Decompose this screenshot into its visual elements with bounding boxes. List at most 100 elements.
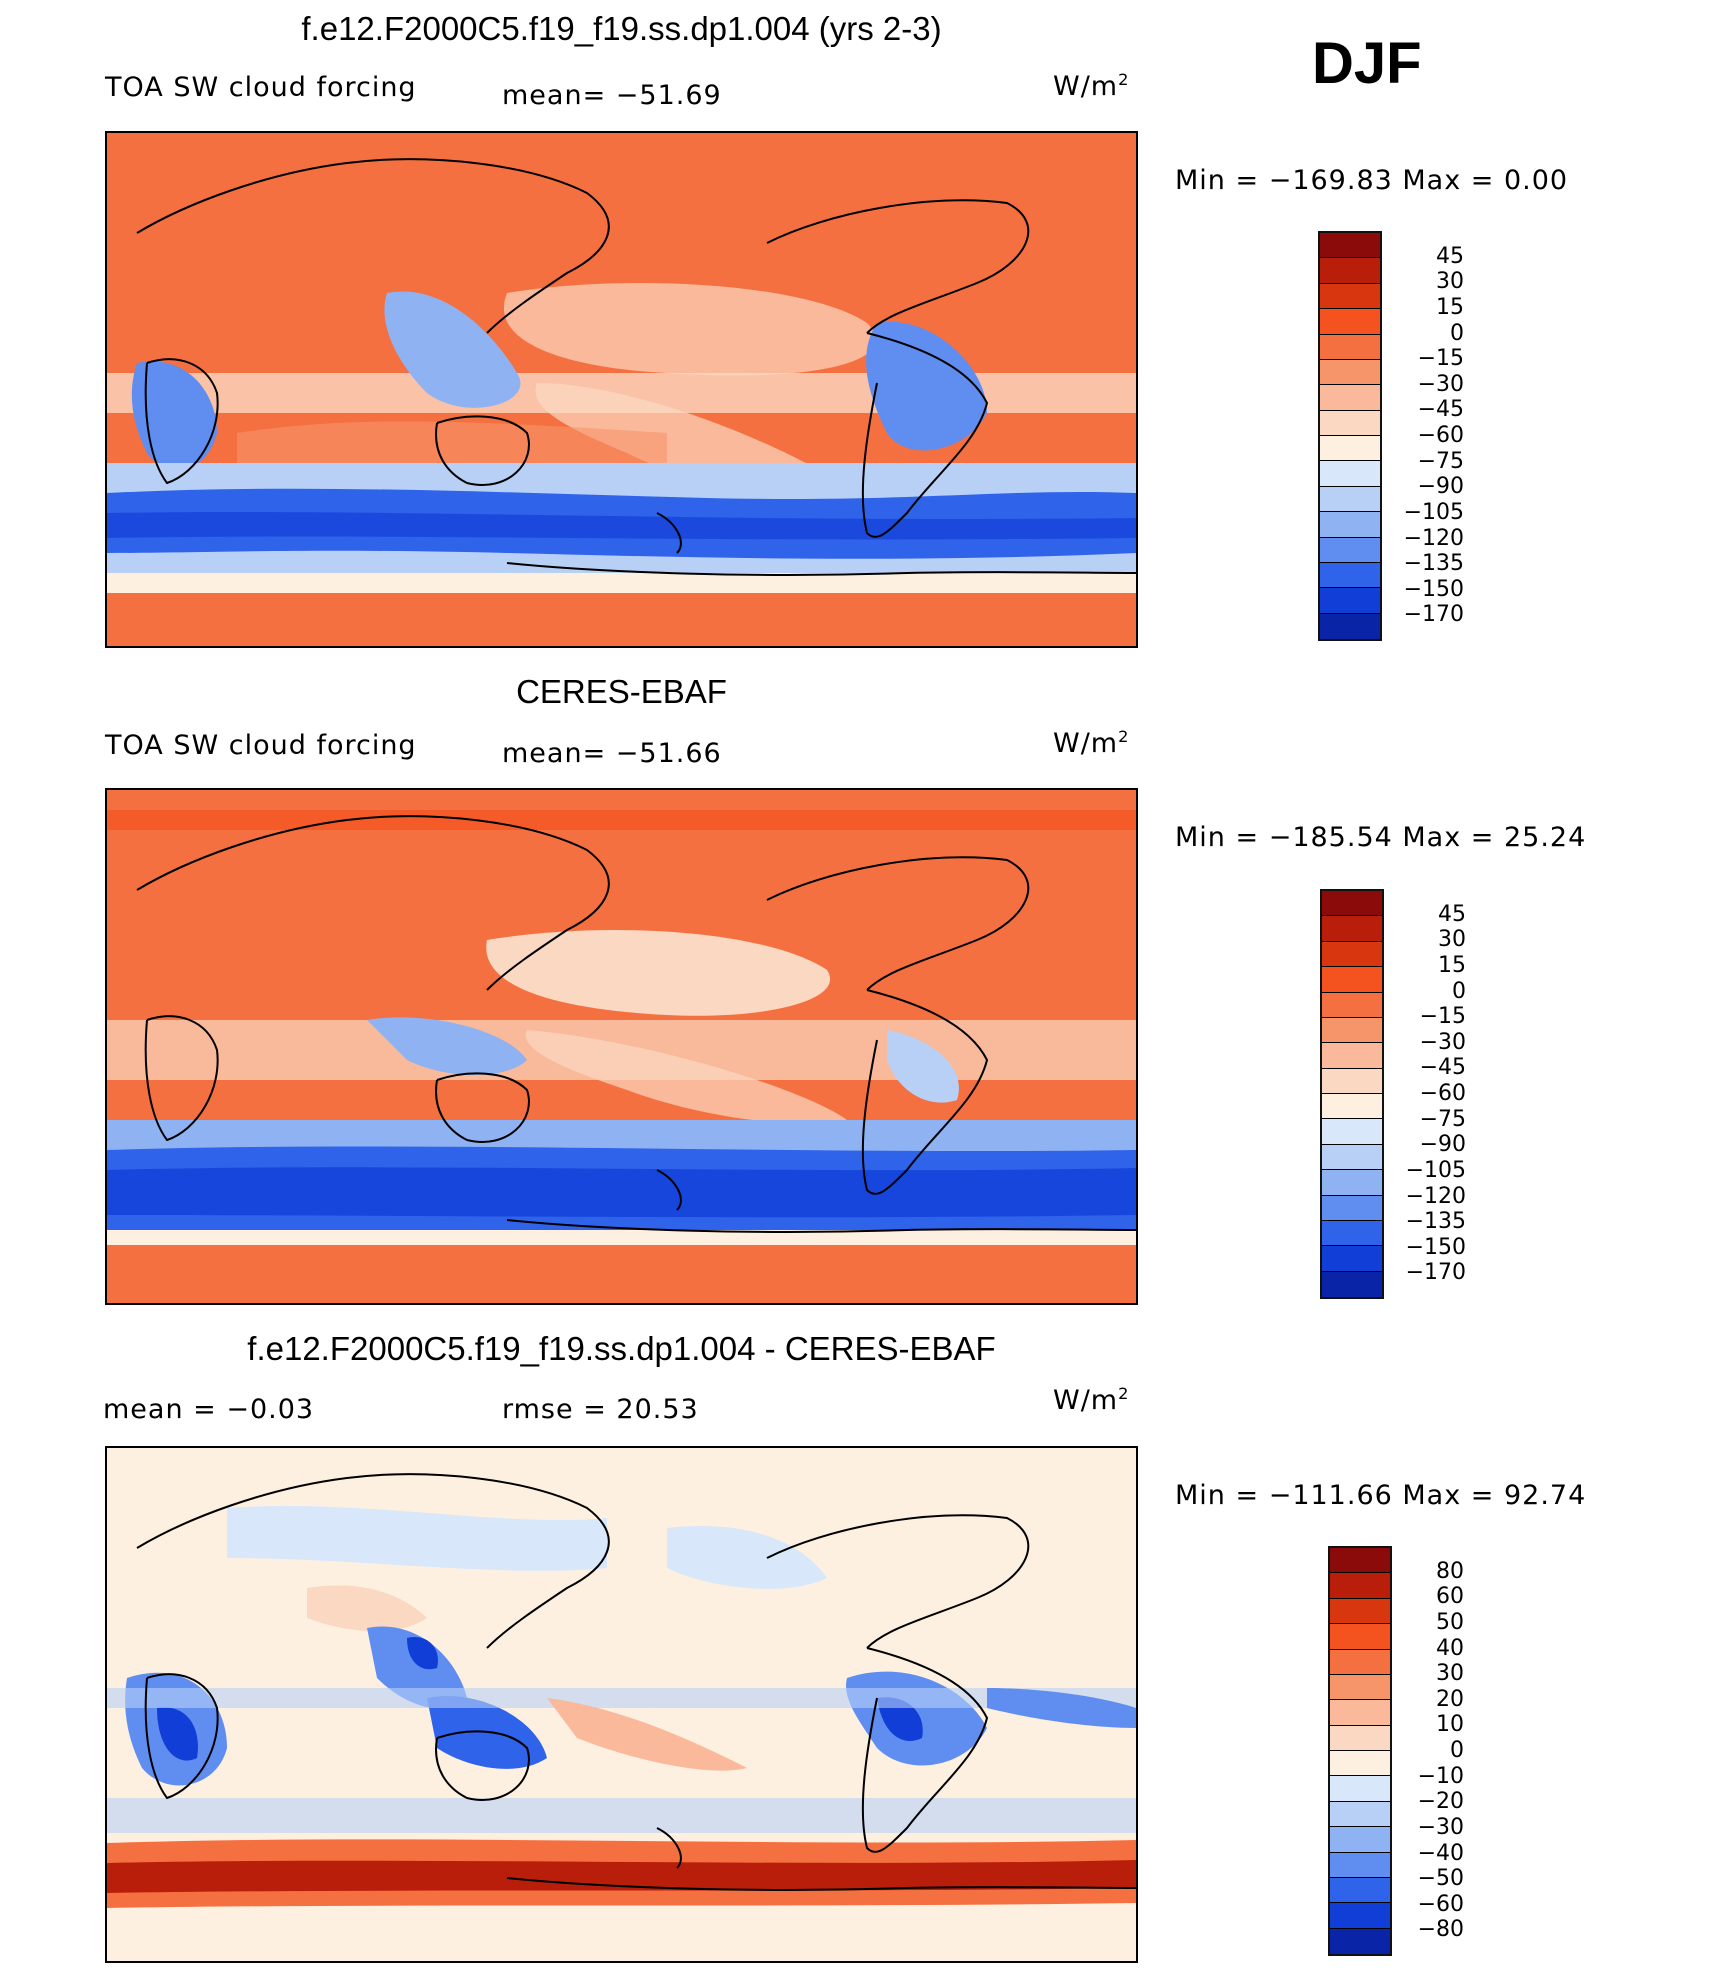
colorbar-label: 30 bbox=[1436, 1661, 1464, 1687]
panel2-mean: mean= −51.66 bbox=[502, 738, 722, 769]
colorbar-swatch bbox=[1320, 512, 1380, 538]
colorbar-label: −60 bbox=[1417, 423, 1464, 448]
colorbar-swatch bbox=[1320, 461, 1380, 487]
colorbar-label: 15 bbox=[1436, 294, 1464, 320]
colorbar-label: 80 bbox=[1436, 1558, 1464, 1584]
colorbar-label: −150 bbox=[1403, 576, 1464, 602]
colorbar-label: −75 bbox=[1419, 1106, 1466, 1132]
colorbar-swatch bbox=[1330, 1725, 1390, 1751]
colorbar-swatch bbox=[1320, 410, 1380, 436]
colorbar-swatch bbox=[1330, 1928, 1390, 1954]
colorbar-label: 60 bbox=[1436, 1584, 1464, 1610]
colorbar-label: −150 bbox=[1405, 1234, 1466, 1260]
panel1-title: f.e12.F2000C5.f19_f19.ss.dp1.004 (yrs 2-… bbox=[301, 10, 942, 47]
panel2-map bbox=[105, 788, 1138, 1305]
colorbar-swatch bbox=[1330, 1598, 1390, 1625]
colorbar-swatch bbox=[1330, 1877, 1390, 1904]
panel2-units: W/m2 bbox=[1053, 727, 1130, 759]
colorbar-label: 30 bbox=[1438, 927, 1466, 953]
colorbar-swatch bbox=[1322, 992, 1382, 1018]
colorbar-swatch bbox=[1322, 1170, 1382, 1196]
panel1-map bbox=[105, 131, 1138, 648]
colorbar-label: −170 bbox=[1405, 1260, 1466, 1286]
colorbar-swatch bbox=[1322, 941, 1382, 968]
colorbar-swatch bbox=[1320, 562, 1380, 589]
colorbar-label: −80 bbox=[1417, 1917, 1464, 1943]
colorbar-swatch bbox=[1322, 1246, 1382, 1272]
panel2-variable: TOA SW cloud forcing bbox=[105, 730, 417, 761]
colorbar-label: −90 bbox=[1417, 474, 1464, 500]
colorbar-label: −15 bbox=[1417, 346, 1464, 372]
colorbar-swatch bbox=[1322, 916, 1382, 942]
panel1-colorbar bbox=[1318, 231, 1382, 641]
colorbar-label: 0 bbox=[1452, 978, 1466, 1004]
panel1-mean: mean= −51.69 bbox=[502, 80, 722, 111]
panel3-rmse: rmse = 20.53 bbox=[502, 1394, 699, 1425]
colorbar-swatch bbox=[1320, 283, 1380, 310]
panel1-minmax: Min = −169.83 Max = 0.00 bbox=[1175, 165, 1569, 196]
panel2-minmax: Min = −185.54 Max = 25.24 bbox=[1175, 822, 1587, 853]
colorbar-swatch bbox=[1330, 1751, 1390, 1777]
colorbar-label: −60 bbox=[1419, 1081, 1466, 1106]
panel3-minmax: Min = −111.66 Max = 92.74 bbox=[1175, 1480, 1587, 1511]
colorbar-label: 40 bbox=[1436, 1635, 1464, 1661]
colorbar-label: −135 bbox=[1403, 551, 1464, 577]
colorbar-swatch bbox=[1320, 334, 1380, 360]
colorbar-swatch bbox=[1320, 233, 1380, 259]
colorbar-label: −20 bbox=[1417, 1789, 1464, 1815]
colorbar-swatch bbox=[1330, 1700, 1390, 1726]
colorbar-swatch bbox=[1320, 359, 1380, 386]
colorbar-label: 15 bbox=[1438, 952, 1466, 978]
colorbar-label: −10 bbox=[1417, 1763, 1464, 1789]
colorbar-label: 20 bbox=[1436, 1686, 1464, 1712]
panel3-mean: mean = −0.03 bbox=[103, 1394, 315, 1425]
colorbar-swatch bbox=[1330, 1624, 1390, 1650]
colorbar-swatch bbox=[1330, 1903, 1390, 1929]
panel2-colorbar bbox=[1320, 889, 1384, 1299]
colorbar-swatch bbox=[1320, 537, 1380, 563]
colorbar-swatch bbox=[1322, 1068, 1382, 1094]
colorbar-label: 30 bbox=[1436, 269, 1464, 295]
colorbar-swatch bbox=[1330, 1649, 1390, 1675]
colorbar-label: −60 bbox=[1417, 1891, 1464, 1917]
colorbar-swatch bbox=[1320, 613, 1380, 639]
colorbar-label: −90 bbox=[1419, 1132, 1466, 1158]
colorbar-label: −45 bbox=[1417, 397, 1464, 423]
colorbar-label: −105 bbox=[1403, 499, 1464, 525]
panel3-title: f.e12.F2000C5.f19_f19.ss.dp1.004 - CERES… bbox=[247, 1330, 996, 1367]
colorbar-swatch bbox=[1322, 1017, 1382, 1044]
colorbar-label: 0 bbox=[1450, 320, 1464, 346]
colorbar-label: −170 bbox=[1403, 602, 1464, 628]
season-label: DJF bbox=[1312, 31, 1422, 96]
colorbar-swatch bbox=[1322, 1271, 1382, 1297]
colorbar-swatch bbox=[1322, 1094, 1382, 1120]
colorbar-label: 0 bbox=[1450, 1738, 1464, 1763]
colorbar-swatch bbox=[1320, 436, 1380, 462]
panel3-map bbox=[105, 1446, 1138, 1963]
panel3-units: W/m2 bbox=[1053, 1384, 1130, 1416]
panel1-variable: TOA SW cloud forcing bbox=[105, 72, 417, 103]
colorbar-swatch bbox=[1322, 1043, 1382, 1069]
colorbar-label: −15 bbox=[1419, 1004, 1466, 1030]
colorbar-label: −45 bbox=[1419, 1055, 1466, 1081]
panel3-colorbar-labels: 80 60 50 40 30 20 10 0 −10 −20 −30 −40 −50 −60 −80 bbox=[1400, 1546, 1464, 1956]
panel3-colorbar bbox=[1328, 1546, 1392, 1956]
colorbar-swatch bbox=[1330, 1548, 1390, 1574]
colorbar-label: −30 bbox=[1419, 1029, 1466, 1055]
colorbar-label: −75 bbox=[1417, 448, 1464, 474]
colorbar-swatch bbox=[1322, 967, 1382, 993]
colorbar-swatch bbox=[1320, 309, 1380, 335]
colorbar-swatch bbox=[1322, 1220, 1382, 1247]
colorbar-swatch bbox=[1330, 1827, 1390, 1853]
colorbar-swatch bbox=[1320, 588, 1380, 614]
colorbar-swatch bbox=[1322, 1144, 1382, 1171]
colorbar-label: −50 bbox=[1417, 1866, 1464, 1892]
colorbar-label: −30 bbox=[1417, 371, 1464, 397]
colorbar-label: 45 bbox=[1438, 901, 1466, 927]
colorbar-label: −105 bbox=[1405, 1157, 1466, 1183]
colorbar-label: 45 bbox=[1436, 243, 1464, 269]
panel1-units: W/m2 bbox=[1053, 70, 1130, 102]
colorbar-swatch bbox=[1330, 1776, 1390, 1802]
colorbar-swatch bbox=[1322, 1195, 1382, 1221]
colorbar-label: 10 bbox=[1436, 1712, 1464, 1738]
